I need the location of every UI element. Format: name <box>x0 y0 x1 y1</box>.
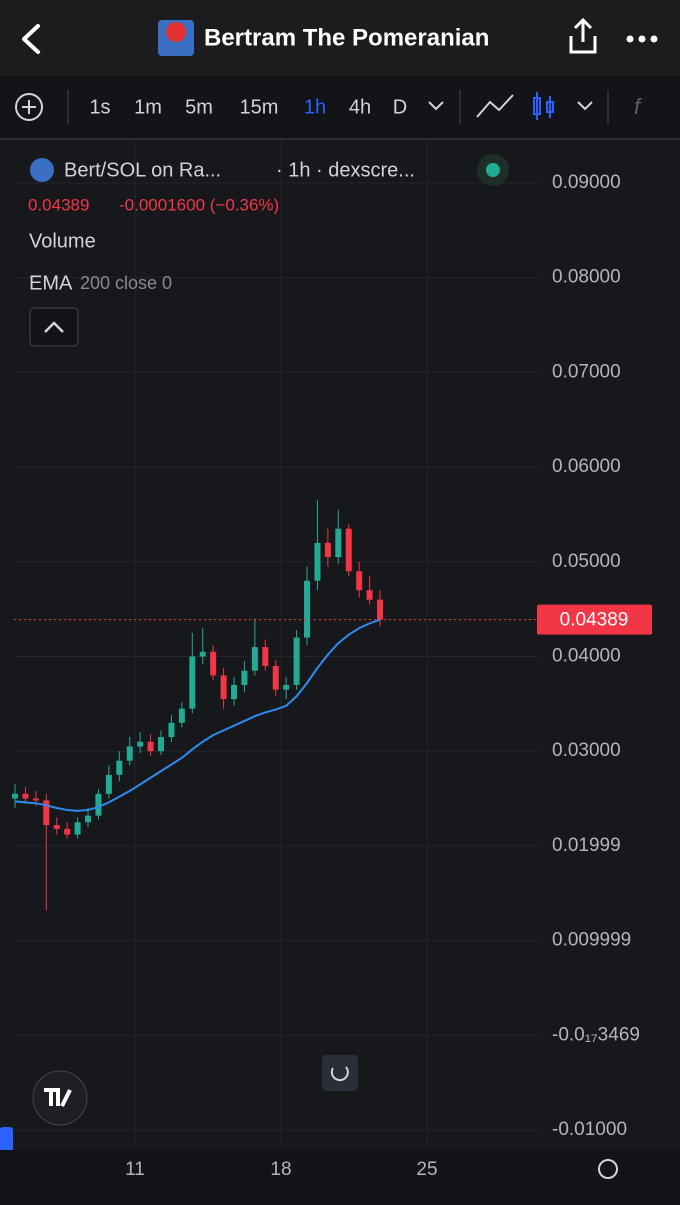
candle-body <box>210 651 217 676</box>
legend-symbol: Bert/SOL on Ra... <box>64 159 221 181</box>
indicators-button[interactable]: f <box>634 94 643 119</box>
interval-button[interactable]: 1s <box>89 96 110 118</box>
candle-body <box>241 670 248 685</box>
y-tick-label: 0.03000 <box>552 740 621 761</box>
interval-button[interactable]: 1h <box>304 96 326 118</box>
page-title: Bertram The Pomeranian <box>204 24 489 51</box>
x-tick-label: 25 <box>416 1159 437 1180</box>
candle-body <box>324 542 331 558</box>
legend-source: · 1h · dexscre... <box>276 159 415 181</box>
candle-body <box>366 590 373 600</box>
candle-body <box>22 793 29 799</box>
status-dot <box>486 163 500 177</box>
y-tick-label: 0.09000 <box>552 172 621 193</box>
candle-body <box>43 800 50 826</box>
y-tick-label: 0.04000 <box>552 646 621 667</box>
candle-body <box>126 746 133 761</box>
y-tick-label: 0.08000 <box>552 267 621 288</box>
candle-body <box>178 708 185 723</box>
candle-body <box>85 815 92 823</box>
legend-ema: EMA <box>29 272 73 294</box>
candle-body <box>272 665 279 690</box>
interval-dropdown[interactable] <box>428 101 444 111</box>
header-bar <box>0 0 680 76</box>
reset-icon <box>330 1066 349 1082</box>
candle-body <box>105 774 112 794</box>
y-tick-label: 0.06000 <box>552 456 621 477</box>
candle-body <box>220 675 227 700</box>
more-button[interactable] <box>626 35 658 43</box>
toolbar <box>0 76 680 138</box>
chart-type-dropdown[interactable] <box>577 101 593 111</box>
back-button[interactable] <box>22 24 40 54</box>
add-button[interactable] <box>15 93 43 121</box>
candle-body <box>116 760 123 775</box>
interval-button[interactable]: 15m <box>240 96 279 118</box>
add-icon <box>22 100 36 114</box>
interval-button[interactable]: 5m <box>185 96 213 118</box>
candle-body <box>147 741 154 752</box>
candle-body <box>74 822 81 835</box>
candle-body <box>356 571 363 591</box>
line-tool[interactable] <box>476 94 514 118</box>
settings-button[interactable] <box>598 1159 618 1179</box>
candle-body <box>189 656 196 709</box>
candle-body <box>137 741 144 747</box>
candle-body <box>95 793 102 816</box>
y-tick-label: 0.05000 <box>552 551 621 572</box>
last-price-label: 0.04389 <box>560 610 629 631</box>
candle-body <box>12 793 19 799</box>
collapse-icon <box>44 321 64 333</box>
candle-body <box>231 684 238 700</box>
legend-volume: Volume <box>29 230 96 252</box>
candle-body <box>345 528 352 572</box>
last-price-tag <box>537 604 652 635</box>
candle-body <box>304 580 311 638</box>
reset-button[interactable] <box>322 1055 358 1091</box>
candle-body <box>199 651 206 657</box>
share-button[interactable] <box>569 17 597 54</box>
candle-body <box>377 599 384 620</box>
legend-ema-params: 200 close 0 <box>80 273 172 293</box>
candle-body <box>53 825 60 829</box>
toolbar-border <box>0 138 680 140</box>
time-axis <box>0 1150 680 1200</box>
logo-mark <box>44 1088 72 1107</box>
plot-area <box>0 140 680 1150</box>
candle-type-button[interactable] <box>533 92 554 120</box>
interval-button[interactable]: 1m <box>134 96 162 118</box>
candle-body <box>32 798 39 801</box>
ema-line <box>14 618 381 812</box>
candle-body <box>262 647 269 666</box>
candle-body <box>314 542 321 581</box>
interval-button[interactable]: 4h <box>349 96 371 118</box>
candle-body <box>64 828 71 835</box>
candle-body <box>335 528 342 558</box>
candle-body <box>293 637 300 685</box>
x-tick-label: 18 <box>270 1159 291 1180</box>
x-tick-label: 11 <box>125 1159 145 1180</box>
y-tick-label: 0.01999 <box>552 835 621 856</box>
y-tick-label: 0.07000 <box>552 361 621 382</box>
legend-price: 0.04389 <box>28 195 89 214</box>
candle-body <box>168 722 175 738</box>
legend-avatar <box>30 158 54 182</box>
legend-change: -0.0001600 (−0.36%) <box>119 195 279 214</box>
avatar-hat <box>166 22 186 42</box>
candle-body <box>251 647 258 671</box>
candle-body <box>158 737 165 752</box>
collapse-legend[interactable] <box>29 307 79 347</box>
interval-button[interactable]: D <box>393 96 407 118</box>
y-tick-label: -0.0₁₇3469 <box>552 1024 640 1045</box>
candle-body <box>283 684 290 690</box>
y-tick-label: 0.009999 <box>552 930 631 951</box>
y-tick-label: -0.01000 <box>552 1119 627 1140</box>
